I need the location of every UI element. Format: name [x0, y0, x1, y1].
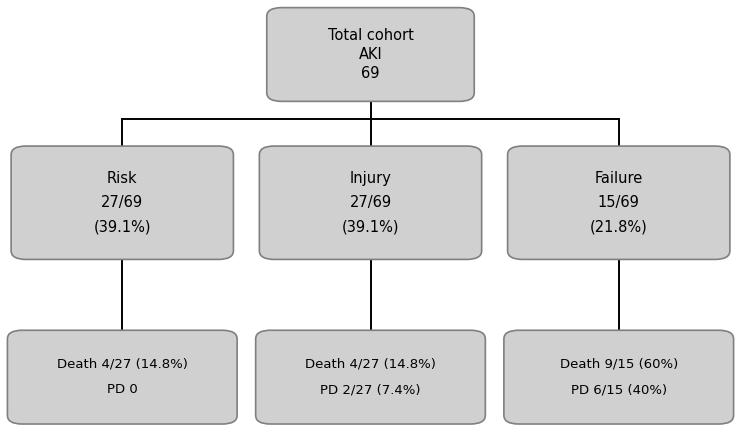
FancyBboxPatch shape	[508, 146, 730, 259]
FancyBboxPatch shape	[11, 146, 233, 259]
Text: Death 4/27 (14.8%): Death 4/27 (14.8%)	[57, 358, 187, 371]
FancyBboxPatch shape	[267, 8, 474, 101]
Text: Failure: Failure	[594, 171, 643, 186]
Text: AKI: AKI	[359, 47, 382, 62]
FancyBboxPatch shape	[259, 146, 482, 259]
Text: (21.8%): (21.8%)	[590, 219, 648, 234]
Text: PD 0: PD 0	[107, 383, 138, 396]
Text: Injury: Injury	[350, 171, 391, 186]
Text: 69: 69	[362, 66, 379, 81]
Text: PD 6/15 (40%): PD 6/15 (40%)	[571, 383, 667, 396]
FancyBboxPatch shape	[256, 330, 485, 424]
Text: Total cohort: Total cohort	[328, 28, 413, 43]
Text: Risk: Risk	[107, 171, 138, 186]
Text: 27/69: 27/69	[350, 195, 391, 210]
Text: (39.1%): (39.1%)	[342, 219, 399, 234]
Text: Death 9/15 (60%): Death 9/15 (60%)	[559, 358, 678, 371]
Text: 27/69: 27/69	[102, 195, 143, 210]
Text: PD 2/27 (7.4%): PD 2/27 (7.4%)	[320, 383, 421, 396]
Text: 15/69: 15/69	[598, 195, 639, 210]
Text: (39.1%): (39.1%)	[93, 219, 151, 234]
Text: Death 4/27 (14.8%): Death 4/27 (14.8%)	[305, 358, 436, 371]
FancyBboxPatch shape	[504, 330, 734, 424]
FancyBboxPatch shape	[7, 330, 237, 424]
